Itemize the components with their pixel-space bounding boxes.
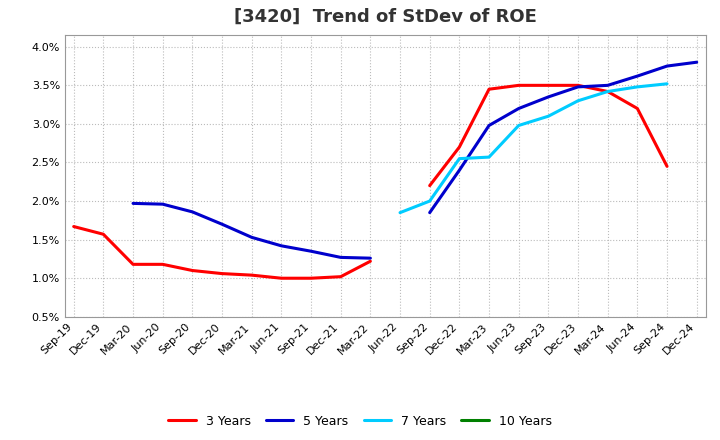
3 Years bbox=[544, 83, 553, 88]
3 Years bbox=[188, 268, 197, 273]
7 Years bbox=[514, 123, 523, 128]
5 Years bbox=[574, 84, 582, 89]
3 Years bbox=[217, 271, 226, 276]
5 Years bbox=[336, 255, 345, 260]
3 Years bbox=[307, 275, 315, 281]
5 Years bbox=[603, 83, 612, 88]
5 Years bbox=[307, 249, 315, 254]
5 Years bbox=[129, 201, 138, 206]
3 Years bbox=[366, 259, 374, 264]
5 Years bbox=[544, 94, 553, 99]
5 Years bbox=[485, 123, 493, 128]
Title: [3420]  Trend of StDev of ROE: [3420] Trend of StDev of ROE bbox=[234, 7, 536, 26]
3 Years bbox=[158, 262, 167, 267]
7 Years bbox=[426, 198, 434, 204]
5 Years bbox=[662, 63, 671, 69]
7 Years bbox=[544, 114, 553, 119]
7 Years bbox=[455, 156, 464, 161]
5 Years bbox=[188, 209, 197, 215]
3 Years bbox=[277, 275, 286, 281]
5 Years bbox=[366, 256, 374, 261]
7 Years bbox=[603, 89, 612, 94]
5 Years bbox=[426, 210, 434, 215]
7 Years bbox=[396, 210, 405, 215]
5 Years bbox=[277, 243, 286, 249]
3 Years bbox=[455, 144, 464, 150]
3 Years bbox=[426, 183, 434, 188]
5 Years bbox=[455, 168, 464, 173]
3 Years bbox=[633, 106, 642, 111]
3 Years bbox=[99, 231, 108, 237]
Legend: 3 Years, 5 Years, 7 Years, 10 Years: 3 Years, 5 Years, 7 Years, 10 Years bbox=[162, 408, 558, 434]
7 Years bbox=[662, 81, 671, 86]
5 Years bbox=[158, 202, 167, 207]
5 Years bbox=[217, 222, 226, 227]
5 Years bbox=[693, 59, 701, 65]
3 Years bbox=[514, 83, 523, 88]
Line: 5 Years: 5 Years bbox=[133, 62, 697, 258]
7 Years bbox=[633, 84, 642, 89]
7 Years bbox=[574, 98, 582, 103]
3 Years bbox=[662, 164, 671, 169]
5 Years bbox=[248, 235, 256, 240]
Line: 3 Years: 3 Years bbox=[73, 85, 667, 278]
3 Years bbox=[485, 87, 493, 92]
5 Years bbox=[633, 73, 642, 79]
5 Years bbox=[514, 106, 523, 111]
7 Years bbox=[485, 154, 493, 160]
3 Years bbox=[129, 262, 138, 267]
3 Years bbox=[336, 274, 345, 279]
3 Years bbox=[69, 224, 78, 229]
3 Years bbox=[574, 83, 582, 88]
3 Years bbox=[603, 89, 612, 94]
3 Years bbox=[248, 272, 256, 278]
Line: 7 Years: 7 Years bbox=[400, 84, 667, 213]
